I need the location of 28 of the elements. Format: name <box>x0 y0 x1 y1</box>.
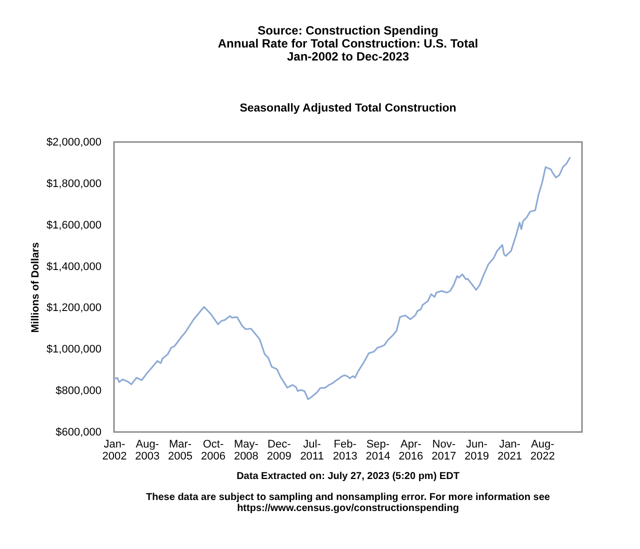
y-tick-label: $600,000 <box>56 426 102 438</box>
x-tick-label: May-2008 <box>234 438 259 462</box>
y-tick-label: $800,000 <box>56 385 102 398</box>
x-tick-label: Jul-2011 <box>300 438 324 462</box>
text: Data Extracted on: July 27, 2023 (5:20 pm) EDT <box>236 471 460 482</box>
x-tick-label: Mar-2005 <box>168 438 193 462</box>
line-series <box>114 156 571 400</box>
y-tick-label: $1,800,000 <box>46 178 102 190</box>
x-tick-label: Jun-2019 <box>464 438 489 462</box>
chart-title: Source: Construction Spending Annual Rate for Total Construction: U.S. Total Jan-2002 to Dec-2023 <box>218 24 478 64</box>
y-tick-label: $1,200,000 <box>46 302 102 314</box>
y-tick-label: $1,000,000 <box>46 344 102 356</box>
x-tick-label: Feb-2013 <box>332 438 358 462</box>
x-tick-label: Oct-2006 <box>201 438 226 462</box>
y-tick-label: $2,000,000 <box>46 136 102 148</box>
x-tick-label: Jan-2002 <box>102 438 127 462</box>
x-tick-label: Aug-2022 <box>530 438 555 462</box>
x-tick-label: Dec-2009 <box>266 438 292 462</box>
x-tick-label: Nov-2017 <box>432 438 456 462</box>
x-tick-label: Sep-2014 <box>366 438 390 462</box>
y-axis-title: Millions of Dollars <box>29 242 42 333</box>
x-tick-label: Aug-2003 <box>135 438 160 462</box>
x-tick-label: Apr-2016 <box>398 438 424 462</box>
chart-subtitle: Seasonally Adjusted Total Construction <box>240 102 456 114</box>
y-tick-label: $1,600,000 <box>46 219 102 232</box>
y-tick-label: $1,400,000 <box>46 260 102 273</box>
x-tick-label: Jan-2021 <box>498 438 522 462</box>
text: These data are subject to sampling and nonsampling error. For more information see https://www.census.gov/constructionspending <box>146 492 550 514</box>
